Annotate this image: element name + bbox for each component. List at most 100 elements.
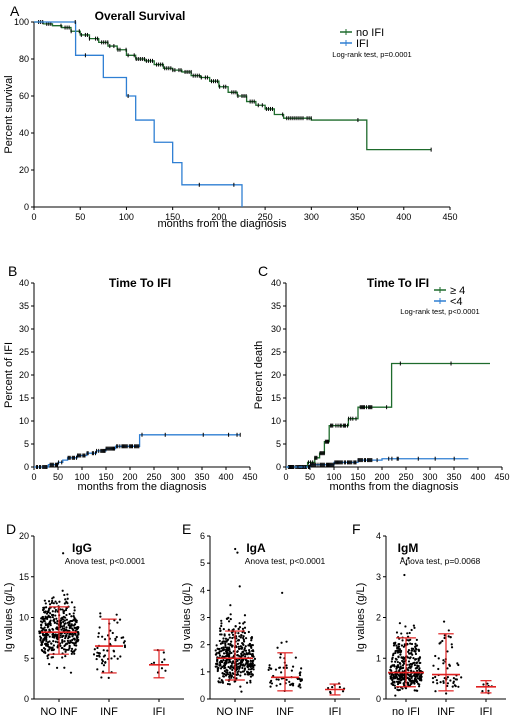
data-point [69,671,73,674]
data-point [70,649,73,653]
data-point [74,641,77,644]
data-point [61,635,64,638]
data-point [61,641,64,644]
data-point [48,607,51,610]
data-point [391,656,394,659]
data-point [95,657,98,661]
data-point [46,654,49,658]
data-point [110,657,113,660]
data-point [237,645,240,648]
data-point [216,662,219,665]
data-point [446,650,449,653]
y-tick-label: 0 [200,694,205,704]
data-point [51,610,54,613]
panel-label: A [10,3,20,19]
x-tick-label: 200 [211,212,226,222]
data-point [291,682,294,685]
data-point [214,665,217,668]
data-point [246,671,249,674]
data-point [418,657,421,660]
legend-label: IFI [356,38,369,50]
data-point [299,686,302,689]
data-point [290,669,293,672]
data-point [222,664,225,667]
data-point [237,638,240,642]
data-point [111,631,114,635]
data-point [226,638,230,641]
y-tick-label: 1 [200,667,205,677]
data-point [409,673,412,676]
data-point [434,654,437,658]
data-point [219,642,222,645]
data-point [442,620,446,623]
data-point [162,651,165,654]
data-point [224,645,227,649]
data-point [244,645,247,648]
data-point [279,683,282,686]
data-point [51,599,54,603]
data-point [246,662,250,666]
data-point [285,664,288,667]
data-point [50,601,53,604]
data-point [216,659,219,662]
points [267,591,303,693]
data-point [296,677,299,681]
data-point [397,651,401,654]
data-point [60,628,63,631]
data-point [436,682,439,685]
data-point [402,666,405,669]
data-point [250,667,254,670]
censor-marks [288,456,455,469]
data-point [406,635,410,638]
data-point [221,660,224,664]
data-point [218,652,221,655]
data-point [402,660,405,664]
data-point [413,689,416,692]
data-point [53,621,56,624]
data-point [455,678,458,681]
data-point [51,633,54,636]
data-point [96,668,99,671]
data-point [235,645,238,649]
data-point [391,679,394,682]
data-point [446,675,449,679]
panel-e: E IgA 0 1 2 3 4 5 6 Ig values (g/L) NO INF INF IFI An… [181,521,360,718]
data-point [409,652,412,655]
data-point [55,634,58,637]
data-point [399,681,402,684]
x-axis-label: months from the diagnosis [157,218,287,230]
data-point [289,683,292,686]
data-point [239,636,242,639]
points [431,620,463,695]
data-point [249,679,252,682]
data-point [445,692,448,695]
data-point [63,602,66,605]
data-point [55,617,58,620]
y-tick-label: 20 [271,370,281,380]
data-point [391,664,394,667]
data-point [326,686,330,690]
data-point [450,643,453,646]
data-point [72,612,75,615]
data-point [446,667,449,670]
data-point [223,640,226,643]
data-point [396,647,399,650]
x-tick-label: 200 [122,472,137,482]
data-point [407,673,410,676]
data-point [417,668,421,671]
data-point [291,665,295,668]
y-axis-label: Ig values (g/L) [3,583,15,653]
data-point [392,664,396,667]
y-tick-label: 10 [271,416,281,426]
data-point [51,656,55,659]
data-point [227,620,231,623]
data-point [300,678,303,681]
x-tick-label: 400 [396,212,411,222]
data-point [123,640,126,643]
data-point [70,601,74,604]
data-point [390,660,393,663]
x-tick-label: 0 [31,472,36,482]
annotation: Anova test, p<0.0001 [245,556,326,566]
data-point [242,638,245,641]
